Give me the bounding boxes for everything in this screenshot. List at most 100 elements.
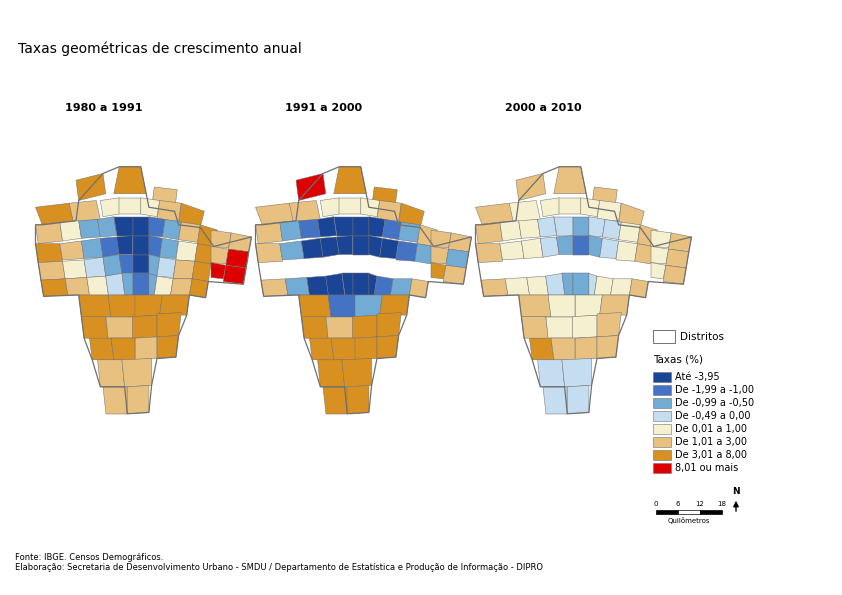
Polygon shape — [35, 244, 62, 262]
Polygon shape — [600, 295, 630, 315]
Polygon shape — [317, 360, 344, 387]
Polygon shape — [361, 198, 380, 217]
Text: N: N — [733, 487, 740, 496]
Bar — [653, 330, 675, 343]
Polygon shape — [380, 239, 398, 259]
Polygon shape — [635, 244, 653, 264]
Polygon shape — [527, 276, 548, 295]
Polygon shape — [449, 233, 472, 252]
Polygon shape — [355, 295, 382, 317]
Polygon shape — [114, 167, 147, 194]
Polygon shape — [157, 201, 181, 221]
Polygon shape — [261, 279, 288, 296]
Polygon shape — [581, 198, 600, 217]
Polygon shape — [157, 312, 181, 337]
Polygon shape — [663, 265, 686, 284]
Bar — [700, 510, 722, 514]
Polygon shape — [431, 262, 446, 279]
Polygon shape — [559, 198, 581, 214]
Polygon shape — [380, 295, 409, 315]
Text: De -0,49 a 0,00: De -0,49 a 0,00 — [675, 411, 750, 421]
Polygon shape — [377, 336, 398, 358]
Polygon shape — [505, 277, 530, 295]
Polygon shape — [226, 249, 248, 268]
Polygon shape — [371, 187, 397, 211]
Polygon shape — [78, 295, 111, 317]
Polygon shape — [149, 255, 160, 276]
Polygon shape — [651, 230, 671, 248]
Polygon shape — [573, 217, 589, 236]
Polygon shape — [326, 273, 344, 295]
Polygon shape — [301, 239, 323, 259]
Polygon shape — [136, 337, 157, 360]
Polygon shape — [98, 217, 116, 237]
Polygon shape — [111, 338, 136, 360]
Polygon shape — [198, 225, 218, 246]
Polygon shape — [211, 262, 226, 279]
Polygon shape — [154, 276, 173, 295]
Polygon shape — [619, 203, 644, 227]
Polygon shape — [106, 273, 125, 295]
Text: 0: 0 — [653, 501, 658, 507]
Polygon shape — [597, 336, 619, 358]
Polygon shape — [306, 276, 328, 295]
Polygon shape — [562, 358, 592, 387]
Polygon shape — [179, 203, 205, 227]
Text: 18: 18 — [717, 501, 727, 507]
Polygon shape — [133, 236, 149, 255]
Polygon shape — [337, 236, 353, 255]
Polygon shape — [109, 295, 136, 317]
Text: Fonte: IBGE. Censos Demográficos.: Fonte: IBGE. Censos Demográficos. — [15, 553, 163, 562]
Polygon shape — [600, 239, 619, 259]
Polygon shape — [120, 198, 141, 214]
Polygon shape — [589, 273, 597, 295]
Polygon shape — [669, 233, 691, 252]
Polygon shape — [355, 337, 377, 360]
Polygon shape — [82, 239, 103, 259]
Polygon shape — [543, 387, 568, 414]
Polygon shape — [573, 315, 597, 338]
Polygon shape — [521, 317, 548, 338]
Bar — [653, 411, 671, 421]
Polygon shape — [192, 261, 211, 281]
Bar — [653, 437, 671, 447]
Polygon shape — [446, 249, 469, 268]
Polygon shape — [331, 338, 355, 360]
Polygon shape — [179, 222, 200, 242]
Polygon shape — [619, 222, 640, 242]
Polygon shape — [562, 273, 573, 295]
Polygon shape — [537, 360, 565, 387]
Polygon shape — [173, 260, 195, 279]
Polygon shape — [152, 187, 178, 211]
Polygon shape — [443, 265, 466, 284]
Text: 2000 a 2010: 2000 a 2010 — [505, 103, 582, 113]
Polygon shape — [396, 241, 418, 261]
Polygon shape — [160, 239, 179, 259]
Polygon shape — [76, 174, 106, 201]
Polygon shape — [476, 244, 503, 262]
Text: Elaboração: Secretaria de Desenvolvimento Urbano - SMDU / Departamento de Estatí: Elaboração: Secretaria de Desenvolviment… — [15, 563, 543, 572]
Polygon shape — [616, 241, 637, 261]
Polygon shape — [557, 236, 573, 255]
Polygon shape — [353, 315, 377, 338]
Polygon shape — [592, 187, 617, 211]
Polygon shape — [431, 246, 449, 264]
Polygon shape — [255, 244, 283, 262]
Polygon shape — [597, 201, 621, 221]
Polygon shape — [530, 338, 554, 360]
Polygon shape — [100, 198, 120, 217]
Polygon shape — [122, 358, 152, 387]
Polygon shape — [163, 220, 181, 240]
Polygon shape — [228, 233, 252, 252]
Polygon shape — [116, 236, 133, 255]
Polygon shape — [133, 315, 157, 338]
Text: De -1,99 a -1,00: De -1,99 a -1,00 — [675, 385, 754, 395]
Polygon shape — [546, 273, 565, 295]
Polygon shape — [136, 295, 163, 317]
Polygon shape — [106, 317, 133, 338]
Polygon shape — [299, 295, 331, 317]
Polygon shape — [255, 203, 296, 225]
Polygon shape — [301, 317, 328, 338]
Text: 1980 a 1991: 1980 a 1991 — [65, 103, 142, 113]
Polygon shape — [60, 221, 82, 241]
